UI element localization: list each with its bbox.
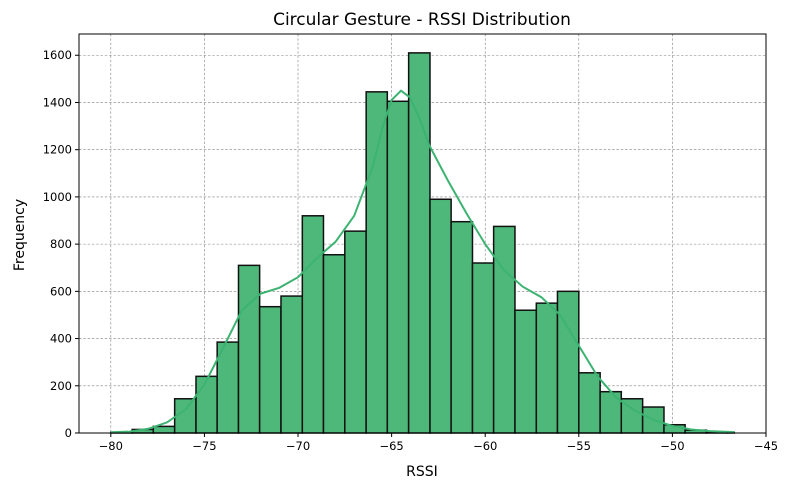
- histogram-bar: [237, 264, 261, 434]
- y-tick-label: 1400: [43, 95, 72, 109]
- y-tick-label: 0: [65, 426, 72, 440]
- x-axis-label: RSSI: [406, 464, 438, 480]
- histogram-bar: [578, 372, 601, 434]
- x-tick-label: −70: [286, 439, 310, 453]
- x-tick-label: −55: [567, 439, 591, 453]
- y-tick-label: 800: [50, 237, 72, 251]
- kde-curve-layer: [110, 89, 735, 434]
- y-tick-label: 200: [50, 379, 72, 393]
- histogram-bar: [429, 198, 452, 434]
- y-tick-label: 600: [50, 284, 72, 298]
- y-tick-label: 1000: [43, 190, 72, 204]
- y-tick-label: 1200: [43, 143, 72, 157]
- y-axis-label: Frequency: [12, 199, 28, 271]
- plot-frame: [78, 33, 767, 434]
- x-tick-label: −65: [379, 439, 403, 453]
- histogram-bar: [280, 295, 304, 434]
- histogram-bar: [258, 305, 282, 434]
- histogram-bar: [195, 375, 218, 434]
- histogram-bar: [535, 302, 559, 434]
- grid: [79, 34, 767, 434]
- histogram-bars: [110, 52, 735, 434]
- histogram-bar: [407, 52, 431, 434]
- x-tick-label: −75: [192, 439, 216, 453]
- y-tick-label: 1600: [43, 48, 72, 62]
- y-tick-label: 400: [50, 332, 72, 346]
- histogram-bar: [450, 220, 474, 434]
- histogram-bar: [386, 100, 410, 434]
- kde-curve: [110, 89, 735, 434]
- histogram-bar: [556, 290, 580, 434]
- histogram-bar: [322, 253, 346, 434]
- histogram-bar: [471, 262, 495, 434]
- y-axis-ticks: 0 200 400 600 800 1000 1200 1400 1600: [43, 48, 79, 440]
- x-tick-label: −45: [754, 439, 778, 453]
- histogram-bar: [344, 230, 367, 434]
- x-tick-label: −50: [660, 439, 684, 453]
- histogram-bar: [514, 309, 538, 434]
- histogram-bar: [152, 425, 176, 434]
- histogram-bar: [492, 225, 516, 434]
- histogram-bar: [365, 91, 389, 434]
- histogram-bar: [301, 215, 325, 434]
- x-tick-label: −60: [473, 439, 497, 453]
- histogram-bar: [216, 341, 240, 434]
- x-tick-label: −80: [99, 439, 123, 453]
- chart-title: Circular Gesture - RSSI Distribution: [273, 10, 571, 30]
- x-axis-ticks: −80 −75 −70 −65 −60 −55 −50 −45: [99, 433, 778, 453]
